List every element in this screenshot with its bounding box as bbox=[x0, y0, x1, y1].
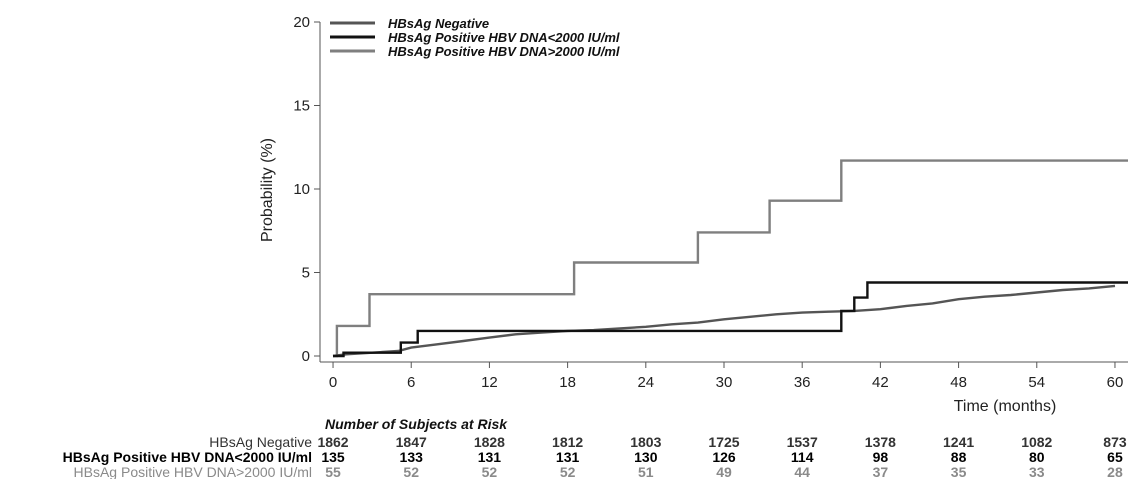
plot-area: 0 5 10 15 20 0 6 12 18 24 30 36 42 48 54 60 bbox=[293, 14, 1128, 391]
risk-table: HBsAg Negative 1862 1847 1828 1812 1803 1725 15… bbox=[63, 434, 1127, 479]
y-tick-label: 5 bbox=[302, 265, 310, 282]
risk-value: 873 bbox=[1103, 434, 1127, 450]
risk-value: 1847 bbox=[396, 434, 427, 450]
x-tick-label: 18 bbox=[559, 374, 576, 391]
risk-value: 1537 bbox=[787, 434, 818, 450]
risk-row-label: HBsAg Positive HBV DNA<2000 IU/ml bbox=[63, 449, 312, 465]
risk-table-title: Number of Subjects at Risk bbox=[325, 416, 508, 432]
x-tick-label: 24 bbox=[637, 374, 654, 391]
risk-value: 131 bbox=[478, 449, 502, 465]
x-tick-label: 60 bbox=[1107, 374, 1124, 391]
risk-row-label: HBsAg Negative bbox=[209, 434, 312, 450]
risk-value: 88 bbox=[951, 449, 967, 465]
risk-value: 55 bbox=[325, 464, 341, 479]
x-tick-label: 6 bbox=[407, 374, 415, 391]
x-tick-label: 30 bbox=[716, 374, 733, 391]
risk-value: 44 bbox=[794, 464, 810, 479]
risk-value: 98 bbox=[873, 449, 889, 465]
risk-value: 1862 bbox=[317, 434, 348, 450]
risk-value: 1241 bbox=[943, 434, 974, 450]
risk-value: 126 bbox=[712, 449, 736, 465]
risk-value: 51 bbox=[638, 464, 654, 479]
risk-value: 114 bbox=[791, 449, 814, 465]
legend-label-3: HBsAg Positive HBV DNA>2000 IU/ml bbox=[388, 44, 620, 59]
series-line-3 bbox=[333, 159, 1128, 358]
risk-value: 133 bbox=[400, 449, 424, 465]
risk-value: 1725 bbox=[708, 434, 739, 450]
y-axis-title: Probability (%) bbox=[259, 138, 276, 242]
legend-label-1: HBsAg Negative bbox=[388, 16, 489, 31]
risk-value: 49 bbox=[716, 464, 732, 479]
risk-value: 1082 bbox=[1021, 434, 1052, 450]
risk-value: 28 bbox=[1107, 464, 1123, 479]
x-tick-label: 54 bbox=[1028, 374, 1045, 391]
risk-row-label: HBsAg Positive HBV DNA>2000 IU/ml bbox=[74, 464, 312, 479]
risk-value: 65 bbox=[1107, 449, 1123, 465]
risk-value: 37 bbox=[873, 464, 889, 479]
y-tick-label: 20 bbox=[293, 14, 310, 31]
series-line-1 bbox=[332, 284, 1116, 358]
x-tick-label: 12 bbox=[481, 374, 498, 391]
risk-value: 1378 bbox=[865, 434, 896, 450]
risk-value: 1828 bbox=[474, 434, 505, 450]
risk-value: 1803 bbox=[630, 434, 661, 450]
risk-value: 135 bbox=[321, 449, 345, 465]
risk-value: 130 bbox=[634, 449, 658, 465]
risk-value: 80 bbox=[1029, 449, 1045, 465]
y-tick-label: 15 bbox=[293, 98, 310, 115]
risk-value: 33 bbox=[1029, 464, 1045, 479]
x-tick-label: 42 bbox=[872, 374, 889, 391]
risk-value: 35 bbox=[951, 464, 967, 479]
legend-label-2: HBsAg Positive HBV DNA<2000 IU/ml bbox=[388, 30, 620, 45]
x-tick-label: 0 bbox=[329, 374, 337, 391]
risk-value: 52 bbox=[560, 464, 576, 479]
x-axis-title: Time (months) bbox=[954, 398, 1057, 415]
risk-value: 52 bbox=[482, 464, 498, 479]
y-tick-label: 0 bbox=[302, 348, 310, 365]
series-line-2 bbox=[333, 281, 1128, 358]
x-tick-label: 36 bbox=[794, 374, 811, 391]
risk-value: 52 bbox=[403, 464, 419, 479]
x-tick-label: 48 bbox=[950, 374, 967, 391]
y-tick-label: 10 bbox=[293, 181, 310, 198]
risk-value: 131 bbox=[556, 449, 580, 465]
risk-value: 1812 bbox=[552, 434, 583, 450]
